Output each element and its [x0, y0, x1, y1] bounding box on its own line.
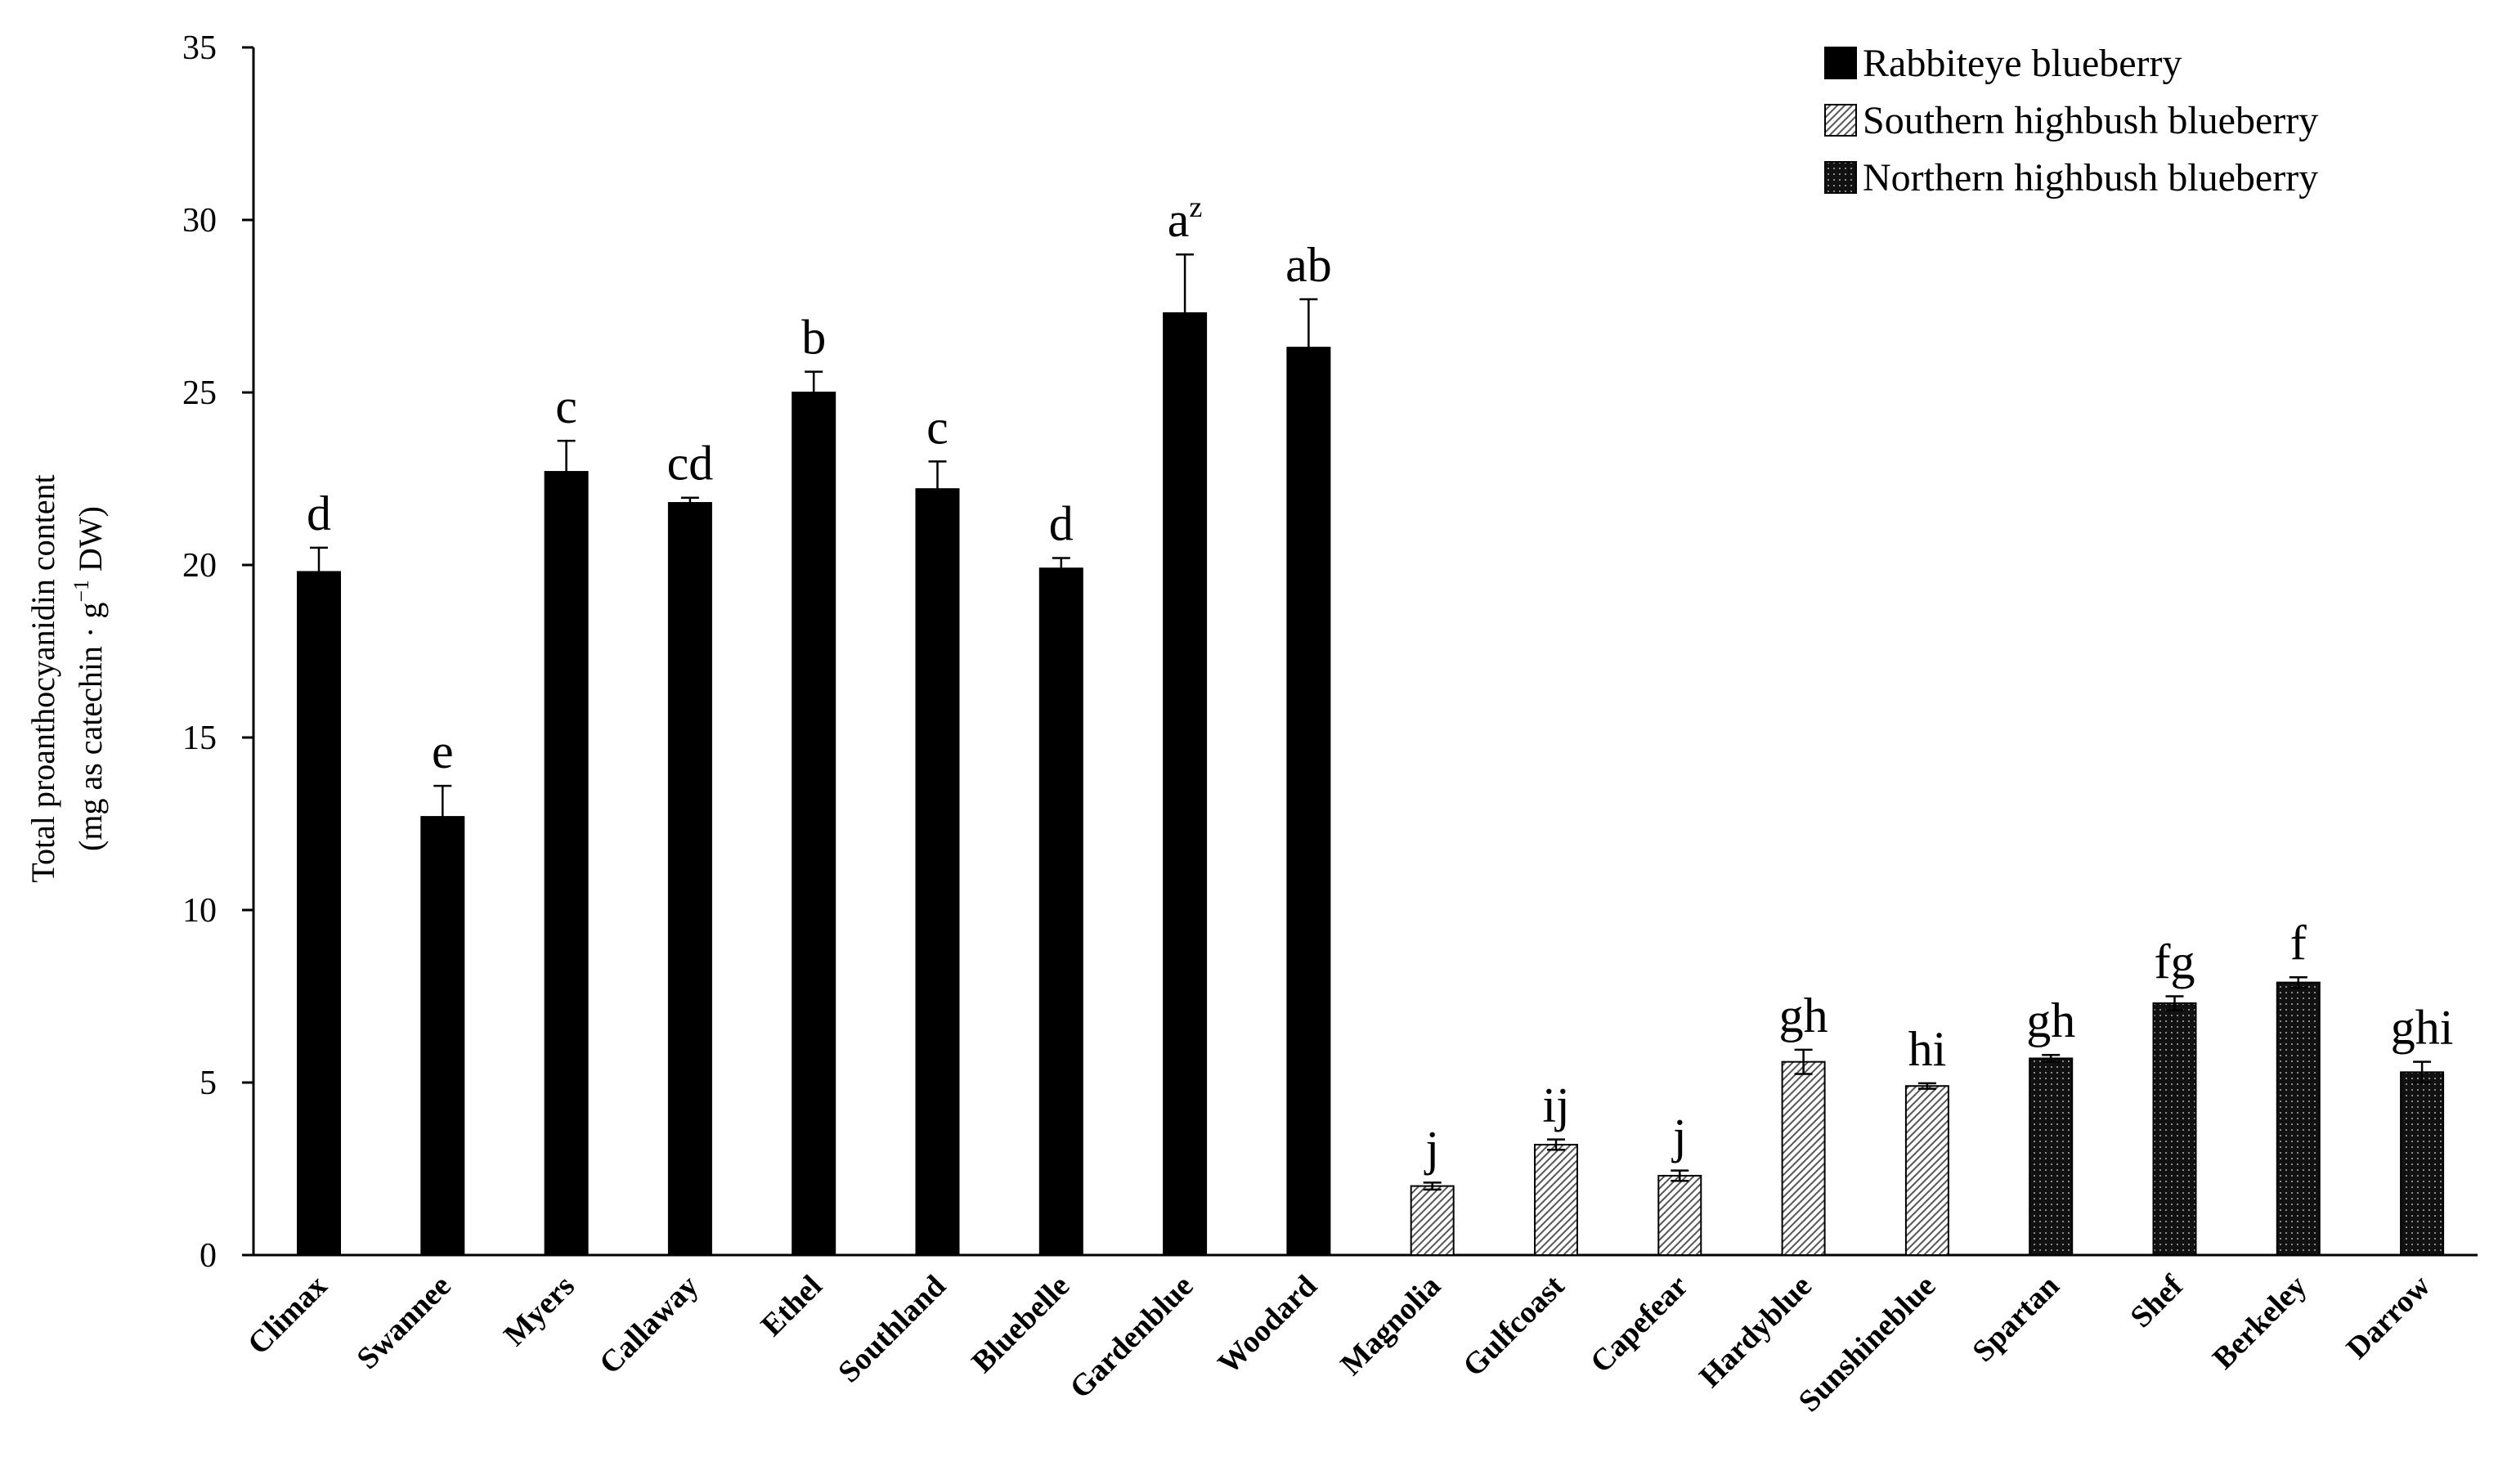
significance-letter: az: [1168, 191, 1203, 247]
bar: [1904, 1085, 1949, 1256]
bar: [2400, 1071, 2445, 1256]
bar: [915, 488, 960, 1256]
y-tick-label: 15: [182, 720, 217, 757]
y-tick-label: 0: [200, 1237, 217, 1275]
significance-letter: fg: [2155, 935, 2195, 989]
y-axis-label-line1: Total proanthocyanidin content: [25, 474, 61, 882]
x-category-label: Magnolia: [1334, 1269, 1447, 1383]
legend-label-southern: Southern highbush blueberry: [1863, 99, 2318, 142]
x-category-label: Gulfcoast: [1456, 1268, 1571, 1383]
legend-swatch-northern: [1824, 161, 1857, 194]
x-category-label: Spartan: [1966, 1269, 2065, 1369]
bar: [2276, 981, 2321, 1256]
bar: [667, 502, 712, 1256]
significance-letter: d: [307, 486, 331, 540]
significance-letter: j: [1424, 1121, 1439, 1175]
bar: [792, 392, 836, 1256]
bar: [297, 571, 341, 1256]
significance-letter: c: [926, 400, 949, 454]
bar: [1163, 312, 1208, 1257]
x-category-label: Bluebelle: [965, 1269, 1076, 1380]
significance-letter: gh: [2026, 993, 2075, 1047]
significance-letter: ghi: [2391, 1001, 2454, 1055]
legend-label-northern: Northern highbush blueberry: [1863, 156, 2318, 200]
y-axis-label-line2: (mg as catechin · g−1 DW): [70, 506, 109, 851]
significance-letter: cd: [667, 437, 714, 491]
y-tick-label: 30: [182, 202, 217, 240]
significance-letter: ab: [1285, 238, 1332, 292]
x-category-label: Shef: [2124, 1268, 2190, 1334]
bar: [2029, 1057, 2074, 1256]
bar: [1781, 1060, 1826, 1257]
bar: [1534, 1143, 1578, 1256]
y-axis-label: Total proanthocyanidin content (mg as ca…: [25, 474, 109, 882]
legend-swatch-rabbiteye: [1824, 47, 1857, 79]
x-category-label: Darrow: [2340, 1268, 2437, 1365]
x-category-label: Woodard: [1212, 1269, 1324, 1381]
x-axis-category-labels: Climax Swannee Myers Callaway Ethel Southland…: [241, 1268, 2437, 1419]
x-category-label: Southland: [832, 1269, 953, 1390]
legend-swatch-southern: [1824, 104, 1857, 137]
significance-letter: c: [555, 379, 577, 433]
y-tick-label: 10: [182, 892, 217, 930]
y-axis-ticks: 0 5 10 15 20 25 30 35: [182, 29, 253, 1275]
significance-letter: j: [1671, 1110, 1687, 1163]
y-tick-label: 25: [182, 374, 217, 412]
x-category-label: Myers: [497, 1269, 581, 1353]
x-category-label: Berkeley: [2206, 1269, 2313, 1376]
y-tick-label: 35: [182, 29, 217, 67]
x-category-label: Capefear: [1584, 1269, 1695, 1380]
significance-letter: b: [801, 311, 826, 365]
significance-letter: f: [2290, 916, 2307, 970]
x-category-label: Climax: [241, 1269, 334, 1361]
x-category-label: Ethel: [755, 1269, 829, 1343]
bar: [1657, 1174, 1702, 1256]
x-category-label: Swannee: [350, 1269, 457, 1376]
bar: [544, 471, 589, 1256]
bar: [1410, 1185, 1455, 1256]
bar: [2152, 1002, 2197, 1256]
significance-letter: hi: [1908, 1022, 1947, 1076]
significance-letter: ij: [1542, 1078, 1569, 1132]
legend: Rabbiteye blueberry Southern highbush bl…: [1824, 42, 2318, 200]
x-category-label: Callaway: [593, 1269, 705, 1381]
bar: [420, 816, 465, 1256]
significance-letter: d: [1049, 497, 1074, 551]
y-axis-label-line2-sup: −1: [70, 580, 93, 603]
axes: [252, 47, 2478, 1257]
x-category-label: Gardenblue: [1063, 1269, 1200, 1406]
error-bars: [310, 253, 2432, 1191]
significance-letter: e: [432, 724, 454, 778]
y-axis-label-line2-pre: (mg as catechin · g: [72, 603, 109, 851]
bar: [1038, 567, 1083, 1256]
bar: [1286, 347, 1331, 1256]
y-tick-label: 5: [200, 1065, 217, 1102]
y-axis-label-line2-post: DW): [72, 506, 109, 580]
bars: [297, 312, 2445, 1257]
y-tick-label: 20: [182, 547, 217, 585]
x-category-label: Hardyblue: [1693, 1269, 1819, 1395]
significance-letter: gh: [1779, 989, 1828, 1042]
legend-label-rabbiteye: Rabbiteye blueberry: [1863, 42, 2182, 85]
